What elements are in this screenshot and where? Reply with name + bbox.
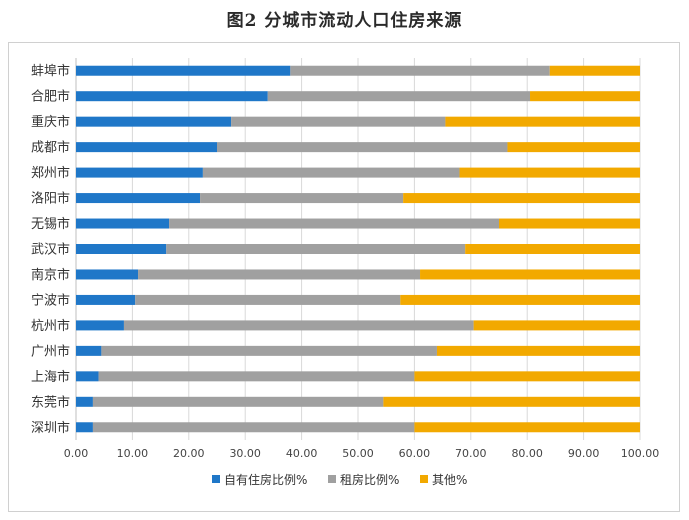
bar-segment	[420, 269, 640, 280]
bar-segment	[217, 142, 508, 153]
bar-segment	[76, 320, 124, 331]
bar-segment	[436, 345, 640, 356]
bar-segment	[76, 116, 232, 127]
bar-segment	[200, 193, 404, 204]
bar-segment	[403, 193, 640, 204]
legend-label: 自有住房比例%	[224, 472, 307, 487]
bar-segment	[76, 244, 167, 254]
bar-segment	[166, 244, 466, 254]
bar-segment	[445, 116, 640, 127]
x-tick-label: 70.00	[455, 447, 487, 460]
bar-segment	[549, 65, 640, 76]
bar-segment	[169, 218, 499, 229]
bar-segment	[101, 345, 437, 356]
bar-segment	[267, 91, 531, 102]
bar-segment	[76, 269, 139, 280]
x-tick-label: 10.00	[117, 447, 149, 460]
x-tick-label: 100.00	[621, 447, 660, 460]
bar-segment	[459, 167, 640, 178]
legend-swatch	[420, 475, 428, 483]
bar-segment	[76, 142, 217, 153]
bar-segment	[414, 371, 640, 382]
bar-segment	[98, 371, 415, 382]
category-label: 蚌埠市	[31, 63, 70, 79]
category-label: 郑州市	[31, 165, 70, 181]
bar-segment	[530, 91, 640, 102]
bar-segment	[383, 396, 640, 407]
legend-swatch	[212, 475, 220, 483]
bar-segment	[465, 244, 640, 254]
bar-segment	[138, 269, 421, 280]
bar-segment	[76, 396, 93, 407]
bar-segment	[202, 167, 460, 178]
category-label: 广州市	[31, 343, 70, 359]
category-label: 合肥市	[31, 89, 70, 105]
bar-segment	[135, 294, 401, 305]
bar-segment	[123, 320, 474, 331]
legend-label: 其他%	[432, 473, 467, 487]
bar-segment	[400, 294, 640, 305]
x-tick-label: 50.00	[342, 447, 374, 460]
category-label: 无锡市	[31, 216, 70, 232]
bar-segment	[92, 396, 384, 407]
category-label: 东莞市	[31, 394, 70, 410]
category-label: 杭州市	[31, 318, 70, 334]
bar-segment	[76, 91, 268, 102]
category-label: 深圳市	[31, 420, 70, 436]
bar-segment	[76, 422, 93, 433]
bar-segment	[76, 371, 99, 382]
x-tick-label: 60.00	[399, 447, 431, 460]
bar-segment	[414, 422, 640, 433]
category-label: 上海市	[31, 369, 70, 385]
bar-segment	[76, 294, 136, 305]
x-tick-label: 30.00	[229, 447, 261, 460]
x-tick-label: 0.00	[64, 447, 89, 460]
bar-segment	[499, 218, 640, 229]
bar-segment	[76, 218, 170, 229]
bar-segment	[231, 116, 446, 127]
bar-segment	[92, 422, 415, 433]
category-label: 武汉市	[31, 242, 70, 258]
bar-segment	[76, 65, 291, 76]
bar-segment	[507, 142, 640, 153]
legend-label: 租房比例%	[340, 472, 399, 487]
bar-segment	[473, 320, 640, 331]
category-label: 宁波市	[31, 292, 70, 308]
category-label: 洛阳市	[31, 191, 70, 207]
x-tick-label: 20.00	[173, 447, 205, 460]
legend-swatch	[328, 475, 336, 483]
x-tick-label: 90.00	[568, 447, 600, 460]
category-label: 成都市	[31, 140, 70, 156]
bar-segment	[76, 167, 203, 178]
category-label: 南京市	[31, 267, 70, 283]
chart-title: 图2 分城市流动人口住房来源	[226, 11, 463, 31]
x-tick-label: 80.00	[511, 447, 543, 460]
chart-frame	[8, 42, 680, 512]
bar-segment	[76, 193, 201, 204]
bar-segment	[76, 345, 102, 356]
bar-segment	[290, 65, 550, 76]
x-tick-label: 40.00	[286, 447, 318, 460]
category-label: 重庆市	[31, 114, 70, 130]
